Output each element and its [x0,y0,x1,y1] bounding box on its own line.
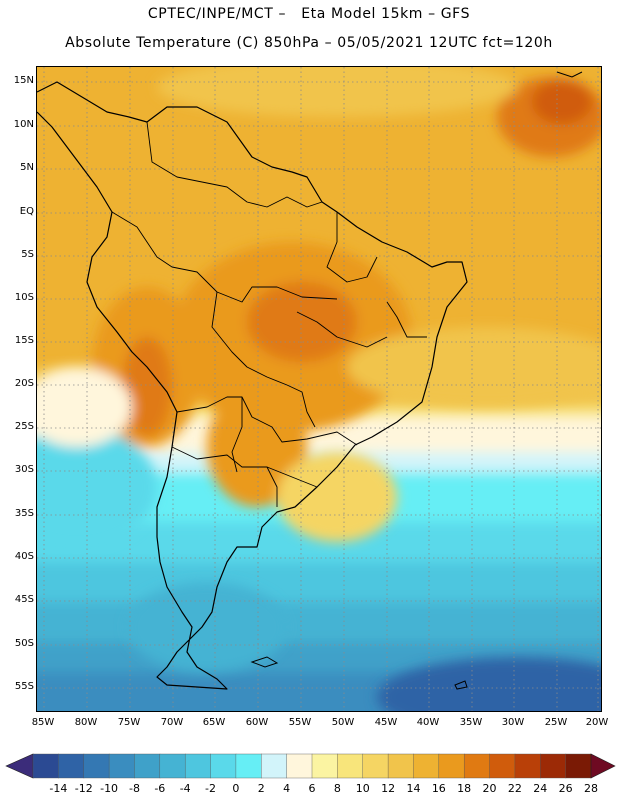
colorbar-segment [83,753,110,779]
lon-tick-label: 35W [459,717,483,728]
colorbar-segment [210,753,237,779]
lat-tick-label: 20S [14,378,34,389]
colorbar-segment [286,753,313,779]
colorbar-segment [58,753,85,779]
patagonia-cold [127,582,287,672]
colorbar-tick-label: 8 [333,782,341,795]
lon-tick-label: 45W [374,717,398,728]
colorbar-tick-label: 4 [283,782,291,795]
south-atlantic-cold [377,657,601,711]
colorbar-tick-label: 22 [507,782,522,795]
colorbar-segment [565,753,592,779]
colorbar-tick-label: 0 [232,782,240,795]
colorbar-tick-label: -8 [128,782,140,795]
color-scale-bar [5,753,616,779]
colorbar-tick-label: -6 [154,782,166,795]
colorbar-segment [514,753,541,779]
colorbar-tick-label: 10 [355,782,370,795]
colorbar-tick-label: 26 [558,782,573,795]
warm-tongue-south [207,387,307,507]
colorbar-segment [159,753,186,779]
lon-tick-label: 70W [160,717,184,728]
colorbar-segment [463,753,491,779]
colorbar-segment [235,753,262,779]
colorbar-segment [337,753,364,779]
colorbar-tick-label: 16 [431,782,446,795]
lat-tick-label: 10S [14,292,34,303]
lat-tick-label: 55S [14,681,34,692]
colorbar-tick-label: -12 [74,782,93,795]
colorbar-segment [311,753,338,779]
lat-tick-label: EQ [19,206,34,217]
lon-tick-label: 55W [288,717,312,728]
colorbar-segment [261,753,288,779]
colorbar-tick-label: 28 [584,782,598,795]
temperature-map [36,66,602,712]
colorbar-tick-label: 12 [381,782,396,795]
colorbar-tick-label: 20 [482,782,497,795]
islands [250,71,583,690]
lat-tick-label: 30S [14,464,34,475]
colorbar-segment [540,753,567,779]
lon-tick-label: 50W [331,717,355,728]
lon-tick-label: 40W [416,717,440,728]
lon-tick-label: 65W [202,717,226,728]
pacific-cool-edge [37,367,132,447]
colorbar-segment [134,753,161,779]
warm-andes-core [122,337,172,437]
colorbar-segment [108,753,135,779]
colorbar-low-arrow [5,753,34,779]
coastline [37,81,468,690]
lon-tick-label: 30W [501,717,525,728]
lat-tick-label: 25S [14,421,34,432]
colorbar-segment [362,753,389,779]
caribbean-cool-patch [157,67,517,117]
lat-tick-label: 35S [14,508,34,519]
warm-core-centerwest [247,282,357,362]
colorbar-high-arrow [590,753,616,779]
lon-tick-label: 20W [585,717,609,728]
lon-tick-label: 85W [31,717,55,728]
colorbar-tick-label: -2 [205,782,217,795]
pacific-cold-tongue [37,427,157,547]
lon-tick-label: 60W [245,717,269,728]
lat-tick-label: 5N [20,162,34,173]
lat-tick-label: 10N [13,119,34,130]
colorbar-tick-label: 24 [533,782,548,795]
lat-tick-label: 15N [13,75,34,86]
colorbar-segment [438,753,465,779]
lat-tick-label: 45S [14,594,34,605]
colorbar-tick-label: 18 [457,782,472,795]
colorbar-segment [387,753,414,779]
colorbar-tick-label: 6 [308,782,316,795]
colorbar-tick-label: 14 [406,782,421,795]
colorbar-segment [413,753,440,779]
lat-tick-label: 50S [14,638,34,649]
lon-tick-label: 75W [117,717,141,728]
lat-tick-label: 15S [14,335,34,346]
colorbar-tick-label: -10 [100,782,119,795]
lat-tick-label: 40S [14,551,34,562]
colorbar-tick-label: 2 [257,782,265,795]
country-borders [111,121,427,507]
colorbar-segment [32,753,59,779]
chart-title-source: CPTEC/INPE/MCT – Eta Model 15km – GFS [147,6,471,22]
colorbar-tick-label: -14 [49,782,68,795]
lat-tick-label: 5S [21,249,34,260]
colorbar-segment [184,753,212,779]
warm-atlantic-ne-core [532,80,592,124]
colorbar-segment [489,753,516,779]
chart-title-variable: Absolute Temperature (C) 850hPa – 05/05/… [65,35,553,51]
lon-tick-label: 80W [74,717,98,728]
colorbar-tick-label: -4 [179,782,191,795]
lon-tick-label: 25W [544,717,568,728]
atlantic-cool-patch [347,327,601,407]
uruguay-warm [277,452,397,542]
